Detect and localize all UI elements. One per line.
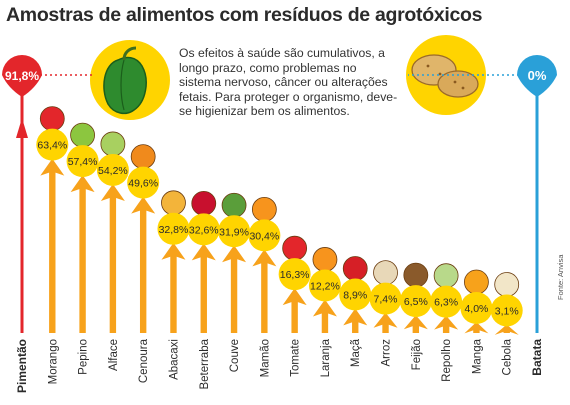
bar-arrow [252, 249, 277, 333]
value-label: 6,5% [404, 296, 428, 308]
bar-arrow [131, 196, 156, 333]
value-label: 7,4% [374, 294, 398, 306]
info-note: Os efeitos à saúde são cumulativos, a lo… [179, 46, 398, 119]
category-label: Beterraba [199, 338, 211, 389]
value-label: 32,8% [159, 224, 189, 236]
value-bubble [157, 212, 190, 245]
food-icon [39, 106, 65, 132]
value-bubble [248, 219, 281, 252]
category-label: Morango [47, 339, 59, 384]
value-label: 0% [528, 68, 547, 83]
food-icon [312, 247, 338, 272]
value-bubble [96, 153, 129, 186]
value-bubble [399, 285, 432, 318]
food-icon [433, 263, 459, 289]
value-label: 32,6% [189, 224, 219, 236]
value-label: 30,4% [249, 230, 279, 242]
value-label: 12,2% [310, 280, 340, 292]
value-label: 54,2% [98, 165, 128, 177]
value-bubble [430, 285, 463, 318]
green-pepper-icon [90, 40, 170, 120]
food-icon [221, 192, 247, 218]
food-icon [403, 262, 429, 288]
value-bubble [369, 282, 402, 315]
bar-arrow [434, 315, 459, 333]
category-label: Pimentão [15, 339, 29, 393]
category-label: Couve [229, 339, 241, 372]
category-label: Maçã [350, 338, 362, 367]
category-label: Feijão [411, 339, 423, 370]
bar-arrow [464, 322, 489, 334]
bar-arrow [161, 242, 186, 333]
bar-arrow [343, 308, 368, 333]
category-label: Laranja [320, 338, 332, 377]
food-icon [373, 260, 398, 286]
bar-arrow [40, 158, 65, 333]
value-label: 8,9% [343, 290, 367, 302]
bar-arrow [191, 243, 216, 333]
food-icon [282, 235, 308, 261]
bar-arrow [222, 245, 247, 333]
food-icon [191, 190, 217, 216]
category-label: Mamão [259, 339, 271, 377]
value-bubble [66, 145, 99, 178]
value-label: 3,1% [495, 305, 519, 317]
category-label: Tomate [290, 339, 302, 377]
food-icon [130, 144, 156, 170]
food-icon [494, 272, 520, 297]
category-label: Repolho [441, 339, 453, 382]
value-label: 6,3% [434, 297, 458, 309]
food-icon [251, 196, 277, 222]
value-bubble [460, 292, 493, 324]
value-label: 16,3% [280, 269, 310, 281]
value-label: 57,4% [68, 156, 98, 168]
bar-arrow [16, 118, 28, 138]
value-label: 91,8% [5, 69, 39, 83]
bar-arrow [282, 288, 307, 333]
value-bubble [187, 213, 220, 246]
bar-arrow [312, 299, 337, 333]
category-label: Arroz [381, 339, 393, 367]
food-icon [161, 190, 186, 216]
chart-title: Amostras de alimentos com resíduos de ag… [6, 4, 483, 26]
bar-arrow [373, 312, 398, 333]
category-label: Alface [108, 339, 120, 371]
food-icon [100, 131, 126, 157]
value-bubble [36, 128, 69, 161]
value-label: 31,9% [219, 226, 249, 238]
food-icon [464, 269, 489, 295]
value-bubble [127, 166, 160, 199]
bar-arrow [494, 324, 519, 335]
value-bubble [218, 215, 251, 248]
bar-arrow [100, 183, 125, 333]
bar-arrow [70, 175, 95, 333]
value-label: 49,6% [128, 178, 158, 190]
value-bubble [278, 258, 311, 291]
bar-arrow [403, 315, 428, 333]
food-icon [70, 122, 95, 148]
value-bubble [339, 278, 372, 311]
category-label: Abacaxi [168, 339, 180, 380]
category-label: Cebola [502, 338, 514, 375]
food-icon [342, 256, 368, 281]
category-label: Batata [530, 339, 544, 376]
value-bubble [308, 269, 341, 302]
max-pin [2, 55, 42, 97]
value-label: 63,4% [37, 140, 67, 152]
value-label: 4,0% [464, 303, 488, 315]
category-label: Pepino [78, 339, 90, 375]
value-bubble [490, 294, 523, 327]
category-label: Cenoura [138, 338, 150, 383]
min-pin [517, 55, 557, 97]
potato-icon [406, 35, 486, 115]
category-label: Manga [471, 338, 483, 374]
